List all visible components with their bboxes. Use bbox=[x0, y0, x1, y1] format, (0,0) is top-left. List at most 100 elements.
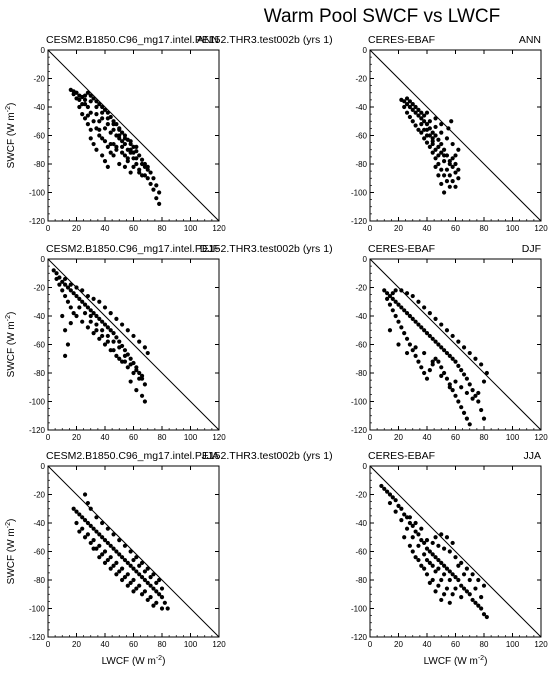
x-tick-label: 120 bbox=[534, 433, 548, 442]
data-point bbox=[481, 416, 487, 421]
data-point bbox=[137, 370, 142, 376]
y-tick-label: 0 bbox=[41, 462, 46, 471]
data-point bbox=[430, 139, 435, 144]
data-point bbox=[131, 333, 136, 339]
data-point bbox=[85, 90, 90, 95]
x-tick-label: 20 bbox=[72, 224, 81, 233]
data-point bbox=[459, 405, 464, 410]
data-point bbox=[151, 572, 156, 577]
data-point bbox=[447, 385, 452, 390]
data-point bbox=[396, 342, 401, 347]
data-point bbox=[111, 339, 116, 344]
data-point bbox=[424, 110, 430, 115]
data-point bbox=[430, 540, 435, 546]
data-point bbox=[94, 112, 99, 117]
data-point bbox=[407, 104, 412, 110]
data-point bbox=[439, 560, 444, 566]
x-tick-label: 20 bbox=[394, 640, 403, 649]
data-point bbox=[422, 350, 427, 356]
data-point bbox=[82, 302, 88, 307]
data-point bbox=[100, 116, 105, 121]
data-point bbox=[77, 529, 82, 534]
data-point bbox=[117, 161, 122, 167]
data-point bbox=[63, 282, 68, 287]
data-point bbox=[145, 580, 150, 585]
data-point bbox=[111, 127, 116, 132]
y-tick-label: -60 bbox=[355, 548, 367, 557]
data-point bbox=[139, 157, 145, 162]
data-point bbox=[422, 566, 427, 571]
data-point bbox=[467, 592, 472, 597]
data-point bbox=[416, 359, 421, 364]
x-tick-label: 20 bbox=[72, 433, 81, 442]
y-tick-label: -100 bbox=[351, 398, 368, 407]
data-point bbox=[439, 577, 444, 583]
data-point bbox=[413, 520, 418, 526]
data-point bbox=[122, 359, 128, 364]
data-point bbox=[407, 99, 412, 104]
data-point bbox=[453, 586, 458, 591]
data-point bbox=[137, 583, 142, 588]
data-point bbox=[456, 399, 461, 404]
data-point bbox=[476, 390, 481, 396]
data-point bbox=[402, 512, 407, 517]
data-point bbox=[393, 509, 398, 514]
data-point bbox=[74, 509, 79, 514]
x-tick-label: 0 bbox=[46, 640, 51, 649]
data-point bbox=[470, 572, 475, 577]
data-point bbox=[80, 319, 85, 324]
data-point bbox=[97, 532, 102, 537]
panel-model-ann: 0 20 40 60 80 100 120 0 -20 -40 -60 -80 -100 -120 CESM… bbox=[5, 34, 333, 233]
data-point bbox=[85, 500, 90, 506]
data-point bbox=[453, 184, 458, 189]
x-tick-label: 60 bbox=[451, 433, 460, 442]
figure-title: Warm Pool SWCF vs LWCF bbox=[264, 6, 500, 27]
y-tick-label: -80 bbox=[355, 576, 367, 585]
data-point bbox=[117, 133, 122, 138]
data-point bbox=[85, 122, 90, 127]
data-point bbox=[393, 313, 398, 319]
data-point bbox=[387, 328, 393, 333]
data-point bbox=[427, 144, 432, 149]
data-point bbox=[102, 538, 108, 543]
panel-obs-jja: 0 20 40 60 80 100 120 0 -20 -40 -60 -80 -100 -120 CERE… bbox=[351, 450, 548, 667]
data-point bbox=[385, 296, 390, 301]
data-point bbox=[120, 555, 125, 560]
y-tick-label: -20 bbox=[355, 491, 367, 500]
data-point bbox=[114, 144, 119, 149]
data-point bbox=[422, 127, 427, 132]
data-point bbox=[396, 302, 401, 307]
data-point bbox=[450, 540, 455, 546]
data-point bbox=[162, 600, 167, 605]
data-point bbox=[402, 308, 407, 313]
data-point bbox=[80, 112, 85, 117]
data-point bbox=[159, 586, 165, 591]
data-point bbox=[105, 164, 110, 169]
data-point bbox=[142, 569, 147, 574]
data-point bbox=[100, 535, 105, 540]
y-tick-label: -20 bbox=[33, 284, 45, 293]
panel-title-season: ANN bbox=[197, 34, 219, 46]
y-tick-label: 0 bbox=[363, 462, 368, 471]
data-point bbox=[108, 566, 113, 571]
data-point bbox=[77, 97, 82, 102]
y-tick-label: -40 bbox=[33, 312, 45, 321]
data-point bbox=[416, 107, 421, 112]
data-point bbox=[436, 173, 441, 178]
x-tick-label: 20 bbox=[394, 224, 403, 233]
data-point bbox=[404, 526, 410, 531]
data-point bbox=[100, 136, 105, 141]
data-point bbox=[442, 592, 447, 597]
data-point bbox=[120, 322, 125, 327]
x-tick-label: 40 bbox=[423, 640, 432, 649]
data-point bbox=[80, 526, 85, 531]
data-point bbox=[165, 606, 170, 611]
data-point bbox=[446, 126, 451, 131]
panel-model-jja: 0 20 40 60 80 100 120 0 -20 -40 -60 -80 -100 -120 CESM… bbox=[5, 450, 333, 667]
y-tick-label: -40 bbox=[33, 103, 45, 112]
data-point bbox=[407, 114, 412, 120]
data-point bbox=[387, 293, 393, 299]
data-point bbox=[450, 156, 455, 161]
data-point bbox=[385, 291, 390, 296]
x-tick-label: 100 bbox=[506, 640, 520, 649]
